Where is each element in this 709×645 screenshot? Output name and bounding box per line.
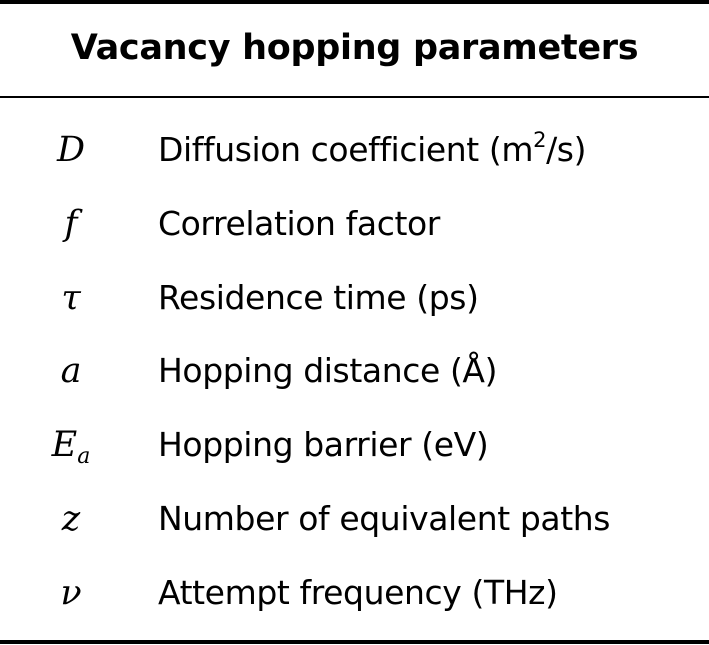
top-rule <box>0 0 709 4</box>
symbol: f <box>64 203 78 244</box>
symbol: a <box>60 351 82 392</box>
symbol-cell: z <box>26 486 116 552</box>
description: Residence time (ps) <box>158 277 479 317</box>
description: Correlation factor <box>158 203 440 243</box>
table-row: ν Attempt frequency (THz) <box>0 560 709 634</box>
header-rule <box>0 96 709 98</box>
symbol-cell: a <box>26 338 116 404</box>
description-cell: Number of equivalent paths <box>158 486 610 552</box>
description-cell: Attempt frequency (THz) <box>158 560 558 626</box>
description: Number of equivalent paths <box>158 498 611 538</box>
symbol-cell: f <box>26 191 116 257</box>
description-cell: Diffusion coefficient (m2/s) <box>158 117 586 183</box>
table-row: τ Residence time (ps) <box>0 265 709 339</box>
symbol-cell: τ <box>26 265 116 331</box>
table-row: f Correlation factor <box>0 191 709 265</box>
symbol: τ <box>61 277 81 318</box>
description-cell: Hopping distance (Å) <box>158 338 497 404</box>
table-row: z Number of equivalent paths <box>0 486 709 560</box>
description-cell: Correlation factor <box>158 191 440 257</box>
description: Hopping barrier (eV) <box>158 425 489 465</box>
description-superscript: 2 <box>533 128 547 152</box>
table-row: D Diffusion coefficient (m2/s) <box>0 117 709 191</box>
description: Attempt frequency (THz) <box>158 572 558 612</box>
description-cell: Hopping barrier (eV) <box>158 412 489 478</box>
description-cell: Residence time (ps) <box>158 265 479 331</box>
table-title: Vacancy hopping parameters <box>70 28 639 68</box>
symbol: E <box>51 425 78 466</box>
symbol: z <box>61 498 81 539</box>
symbol: ν <box>60 572 82 613</box>
symbol-cell: Ea <box>26 412 116 478</box>
symbol: D <box>56 130 86 170</box>
description: Hopping distance (Å) <box>158 351 498 391</box>
symbol-cell: ν <box>26 560 116 626</box>
description: Diffusion coefficient (m <box>158 130 534 169</box>
description-tail: /s) <box>546 130 587 169</box>
symbol-cell: D <box>26 117 116 183</box>
table-row: a Hopping distance (Å) <box>0 338 709 412</box>
bottom-rule <box>0 640 709 644</box>
table-row: Ea Hopping barrier (eV) <box>0 412 709 486</box>
symbol-subscript: a <box>77 444 91 470</box>
table-body: D Diffusion coefficient (m2/s) f Correla… <box>0 117 709 634</box>
